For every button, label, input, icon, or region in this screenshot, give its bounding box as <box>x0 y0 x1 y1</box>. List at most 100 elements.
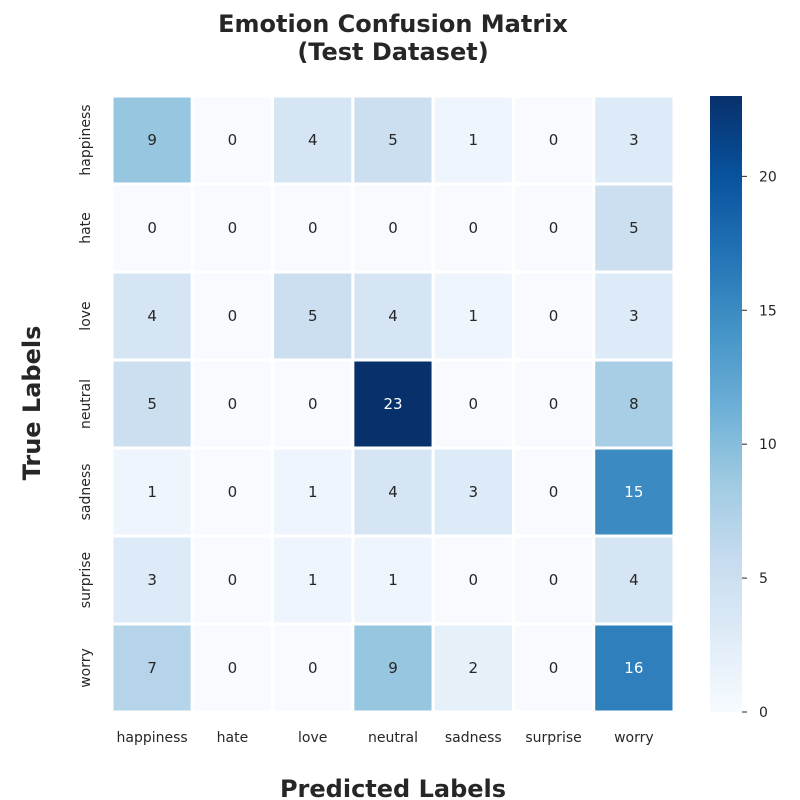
x-tick-label: hate <box>217 730 249 746</box>
x-tick-label: neutral <box>368 730 418 746</box>
x-tick-label: love <box>298 730 327 746</box>
heatmap-cell <box>271 446 355 538</box>
cell-value-label: 0 <box>549 571 559 589</box>
heatmap-cell <box>592 270 676 362</box>
cell-value-label: 0 <box>549 659 559 677</box>
y-tick-label: sadness <box>78 464 94 521</box>
chart-title-line-1: Emotion Confusion Matrix <box>218 10 568 38</box>
cell-value-label: 0 <box>147 219 157 237</box>
y-tick-label: love <box>78 301 94 330</box>
cell-value-label: 0 <box>469 219 479 237</box>
heatmap-cell <box>271 270 355 362</box>
x-tick-label: sadness <box>445 730 502 746</box>
x-axis-title: Predicted Labels <box>280 775 506 800</box>
cell-value-label: 0 <box>469 395 479 413</box>
cell-value-label: 4 <box>388 307 398 325</box>
cell-value-label: 0 <box>388 219 398 237</box>
cell-value-label: 16 <box>624 659 643 677</box>
heatmap-cell <box>592 182 676 274</box>
colorbar-tick-label: 5 <box>759 571 768 587</box>
heatmap-cell <box>511 622 596 714</box>
y-tick-label: worry <box>78 648 94 688</box>
heatmap-cell <box>110 534 194 626</box>
cell-value-label: 23 <box>383 395 402 413</box>
cell-value-label: 0 <box>469 571 479 589</box>
heatmap-cell <box>271 622 355 714</box>
cell-value-label: 9 <box>388 659 398 677</box>
cell-value-label: 0 <box>549 483 559 501</box>
heatmap-cell <box>351 622 435 714</box>
cell-value-label: 0 <box>308 219 318 237</box>
heatmap-cell <box>592 622 676 714</box>
cell-value-label: 0 <box>228 131 238 149</box>
heatmap-cell <box>110 358 194 450</box>
x-tick-label: surprise <box>525 730 581 746</box>
heatmap-cell <box>511 270 596 362</box>
x-tick-labels: happiness hate love neutral sadness surprise w… <box>117 730 654 746</box>
colorbar <box>710 96 742 712</box>
cell-value-label: 1 <box>388 571 398 589</box>
cell-value-label: 3 <box>629 131 639 149</box>
cell-value-label: 5 <box>147 395 157 413</box>
heatmap-cell <box>511 94 596 186</box>
cell-value-label: 1 <box>308 483 318 501</box>
y-tick-label: hate <box>78 212 94 244</box>
cell-value-label: 1 <box>308 571 318 589</box>
chart-title-line-2: (Test Dataset) <box>297 38 488 66</box>
x-tick-label: worry <box>614 730 654 746</box>
heatmap-cell <box>110 94 194 186</box>
cell-value-label: 15 <box>624 483 643 501</box>
heatmap-cell <box>271 182 355 274</box>
cell-value-label: 0 <box>549 131 559 149</box>
cell-value-label: 0 <box>308 395 318 413</box>
cell-value-label: 1 <box>469 307 479 325</box>
heatmap-cell <box>431 270 515 362</box>
colorbar-ticks: 0 5 10 15 20 <box>742 169 777 721</box>
cell-value-label: 3 <box>147 571 157 589</box>
cell-value-label: 4 <box>308 131 318 149</box>
cell-value-label: 0 <box>228 307 238 325</box>
cell-value-label: 0 <box>549 307 559 325</box>
colorbar-tick-label: 20 <box>759 169 777 185</box>
cell-value-label: 4 <box>629 571 639 589</box>
cell-value-label: 8 <box>629 395 639 413</box>
heatmap-cell <box>110 446 194 538</box>
cell-value-label: 0 <box>308 659 318 677</box>
heatmap-cells: 9 0 4 5 1 0 30 0 0 0 0 0 54 0 5 4 1 0 35 0 0 23 0 0 81 0 1 4 3 0 153 0 1… <box>110 94 676 714</box>
cell-value-label: 3 <box>629 307 639 325</box>
cell-value-label: 0 <box>228 571 238 589</box>
cell-value-label: 5 <box>629 219 639 237</box>
y-tick-label: surprise <box>78 552 94 608</box>
heatmap-cell <box>190 534 275 626</box>
y-axis-title: True Labels <box>18 326 46 481</box>
cell-value-label: 0 <box>549 219 559 237</box>
colorbar-tick-label: 10 <box>759 437 777 453</box>
heatmap-cell <box>110 182 194 274</box>
cell-value-label: 5 <box>308 307 318 325</box>
cell-value-label: 5 <box>388 131 398 149</box>
heatmap-cell <box>511 358 596 450</box>
cell-value-label: 9 <box>147 131 157 149</box>
cell-value-label: 2 <box>469 659 479 677</box>
y-tick-label: happiness <box>78 104 94 175</box>
cell-value-label: 0 <box>228 219 238 237</box>
colorbar-tick-label: 0 <box>759 705 768 721</box>
heatmap-cell <box>190 270 275 362</box>
cell-value-label: 0 <box>228 395 238 413</box>
cell-value-label: 3 <box>469 483 479 501</box>
y-tick-labels: happiness hate love neutral sadness surprise w… <box>78 104 94 687</box>
y-tick-label: neutral <box>78 379 94 429</box>
cell-value-label: 4 <box>147 307 157 325</box>
cell-value-label: 0 <box>228 659 238 677</box>
x-tick-label: happiness <box>117 730 188 746</box>
heatmap-cell <box>592 534 676 626</box>
heatmap-cell <box>190 358 275 450</box>
heatmap-cell <box>431 622 515 714</box>
colorbar-tick-label: 15 <box>759 303 777 319</box>
cell-value-label: 1 <box>147 483 157 501</box>
cell-value-label: 1 <box>469 131 479 149</box>
cell-value-label: 4 <box>388 483 398 501</box>
cell-value-label: 7 <box>147 659 157 677</box>
cell-value-label: 0 <box>228 483 238 501</box>
